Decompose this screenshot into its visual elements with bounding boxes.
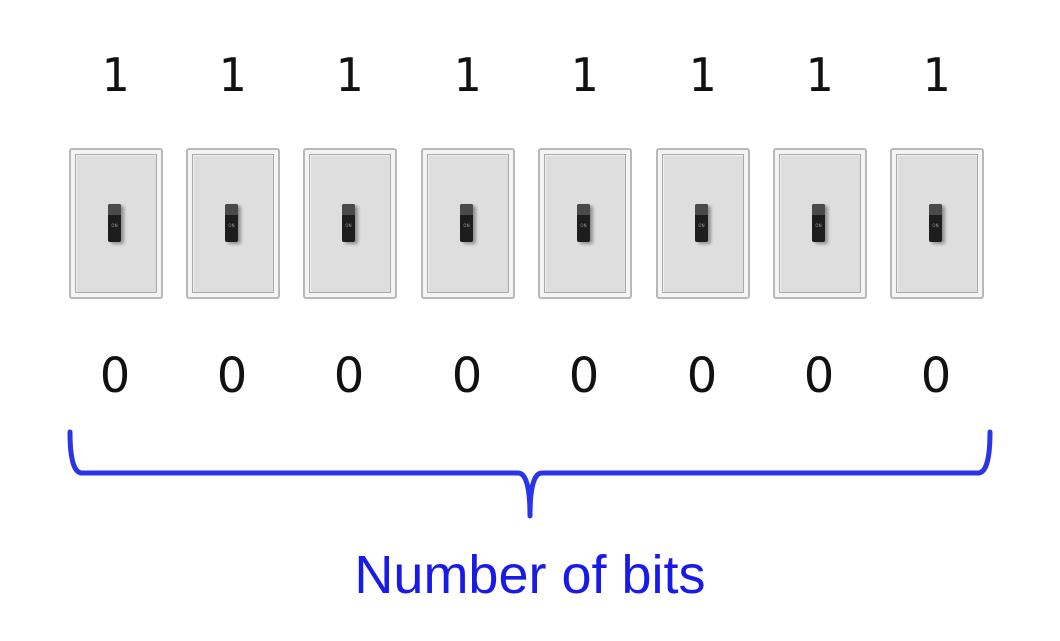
toggle-on-label: ON [815, 222, 822, 228]
toggle-lever-icon[interactable]: ON [342, 203, 355, 242]
light-switch[interactable]: ON [69, 148, 163, 299]
switch-plate: ON [662, 154, 744, 293]
off-value-row: 0 0 0 0 0 0 0 0 [0, 344, 1060, 408]
on-value: 1 [922, 48, 950, 102]
on-value: 1 [688, 48, 716, 102]
on-value: 1 [101, 48, 129, 102]
off-value: 0 [803, 348, 835, 404]
switch-plate: ON [544, 154, 626, 293]
off-value: 0 [99, 348, 131, 404]
switch-row: ON ON ON ON ON ON [0, 148, 1060, 301]
toggle-lever-icon[interactable]: ON [812, 203, 825, 242]
off-value: 0 [686, 348, 718, 404]
light-switch[interactable]: ON [890, 148, 984, 299]
brace-path [67, 429, 993, 519]
light-switch[interactable]: ON [773, 148, 867, 299]
on-value: 1 [335, 48, 363, 102]
switch-plate: ON [896, 154, 978, 293]
toggle-on-label: ON [698, 222, 705, 228]
off-value: 0 [216, 348, 248, 404]
switch-plate: ON [75, 154, 157, 293]
off-value: 0 [920, 348, 952, 404]
switch-plate: ON [192, 154, 274, 293]
light-switch[interactable]: ON [303, 148, 397, 299]
switch-plate: ON [427, 154, 509, 293]
toggle-lever-icon[interactable]: ON [929, 203, 942, 242]
off-value: 0 [333, 348, 365, 404]
switch-plate: ON [309, 154, 391, 293]
switch-plate: ON [779, 154, 861, 293]
toggle-on-label: ON [345, 222, 352, 228]
light-switch[interactable]: ON [538, 148, 632, 299]
toggle-lever-icon[interactable]: ON [225, 203, 238, 242]
on-value: 1 [805, 48, 833, 102]
caption-label: Number of bits [354, 545, 706, 605]
toggle-lever-icon[interactable]: ON [108, 203, 121, 242]
light-switch[interactable]: ON [421, 148, 515, 299]
toggle-on-label: ON [580, 222, 587, 228]
toggle-on-label: ON [111, 222, 118, 228]
light-switch[interactable]: ON [186, 148, 280, 299]
light-switch[interactable]: ON [656, 148, 750, 299]
toggle-on-label: ON [932, 222, 939, 228]
toggle-on-label: ON [228, 222, 235, 228]
toggle-on-label: ON [463, 222, 470, 228]
on-value: 1 [453, 48, 481, 102]
on-value-row: 1 1 1 1 1 1 1 1 [0, 45, 1060, 105]
off-value: 0 [451, 348, 483, 404]
toggle-lever-icon[interactable]: ON [460, 203, 473, 242]
toggle-lever-icon[interactable]: ON [695, 203, 708, 242]
on-value: 1 [570, 48, 598, 102]
on-value: 1 [218, 48, 246, 102]
toggle-lever-icon[interactable]: ON [577, 203, 590, 242]
off-value: 0 [568, 348, 600, 404]
